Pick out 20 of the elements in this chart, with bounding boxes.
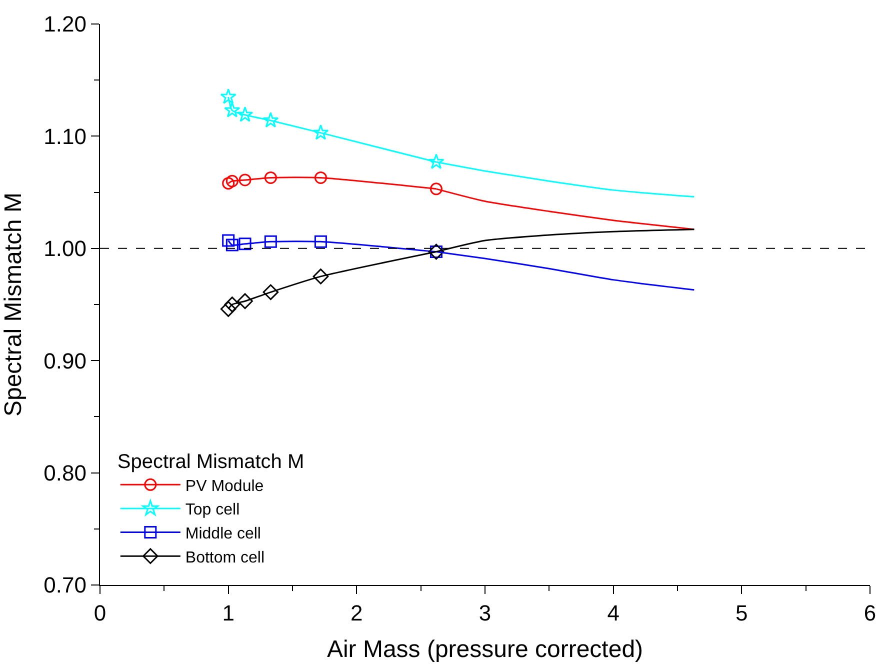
x-tick-label: 3 — [478, 600, 492, 626]
x-tick-label: 0 — [94, 600, 106, 626]
legend-label: Middle cell — [185, 526, 261, 543]
legend-label: PV Module — [185, 478, 264, 495]
legend-label: Bottom cell — [185, 549, 265, 566]
y-tick-label: 1.10 — [44, 124, 86, 149]
y-tick-label: 0.90 — [44, 348, 86, 374]
y-tick-label: 0.80 — [44, 460, 86, 486]
x-tick-label: 6 — [864, 600, 876, 626]
x-axis-title: Air Mass (pressure corrected) — [326, 636, 644, 663]
x-tick-label: 1 — [222, 600, 234, 626]
y-tick-label: 0.70 — [44, 572, 86, 598]
y-axis-title: Spectral Mismatch M — [0, 192, 27, 417]
legend-label: Top cell — [185, 502, 240, 519]
y-tick-label: 1.20 — [44, 12, 86, 37]
x-tick-label: 4 — [607, 600, 620, 626]
legend-title: Spectral Mismatch M — [117, 450, 304, 473]
x-tick-label: 2 — [350, 600, 363, 626]
y-tick-label: 1.00 — [44, 236, 86, 262]
x-tick-label: 5 — [736, 600, 748, 626]
